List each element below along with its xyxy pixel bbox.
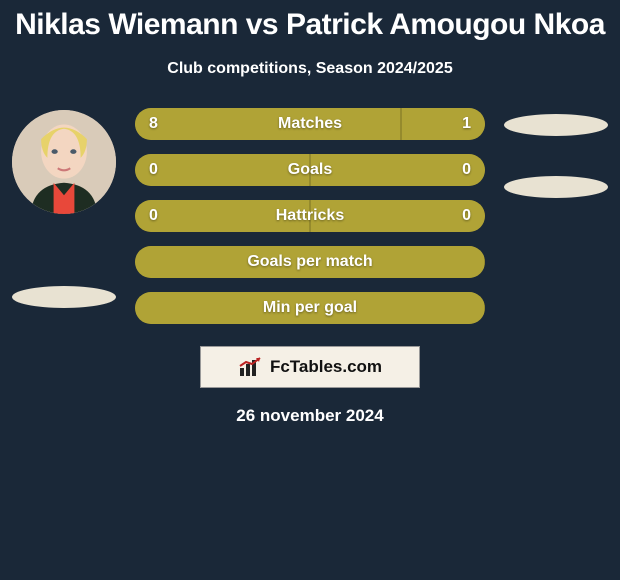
bar-label: Min per goal (135, 292, 485, 324)
logo-box: FcTables.com (200, 346, 420, 388)
bar-value-right: 1 (462, 108, 471, 140)
date-text: 26 november 2024 (0, 406, 620, 426)
subtitle: Club competitions, Season 2024/2025 (0, 60, 620, 78)
bar-value-left: 0 (149, 200, 158, 232)
stat-bar: Goals per match (135, 246, 485, 278)
page-title: Niklas Wiemann vs Patrick Amougou Nkoa (0, 8, 620, 42)
bar-value-left: 0 (149, 154, 158, 186)
stat-bar: Matches8 1 (135, 108, 485, 140)
left-player-col (9, 108, 119, 308)
right-player-col (501, 108, 611, 198)
bar-label: Goals per match (135, 246, 485, 278)
bar-label: Goals (135, 154, 485, 186)
bar-label: Hattricks (135, 200, 485, 232)
left-player-avatar (12, 110, 116, 214)
bar-value-right: 0 (462, 200, 471, 232)
right-shadow-ellipse-2 (504, 176, 608, 198)
bar-value-left: 8 (149, 108, 158, 140)
logo-text: FcTables.com (270, 357, 382, 377)
bar-value-right: 0 (462, 154, 471, 186)
comparison-card: Niklas Wiemann vs Patrick Amougou Nkoa C… (0, 0, 620, 426)
main-row: Matches81Goals00Hattricks00Goals per mat… (0, 108, 620, 324)
stat-bar: Hattricks0 0 (135, 200, 485, 232)
stat-bars: Matches81Goals00Hattricks00Goals per mat… (135, 108, 485, 324)
right-shadow-ellipse-1 (504, 114, 608, 136)
left-shadow-ellipse (12, 286, 116, 308)
stat-bar: Goals0 0 (135, 154, 485, 186)
avatar-icon (12, 110, 116, 214)
chart-icon (238, 356, 264, 378)
bar-label: Matches (135, 108, 485, 140)
stat-bar: Min per goal (135, 292, 485, 324)
